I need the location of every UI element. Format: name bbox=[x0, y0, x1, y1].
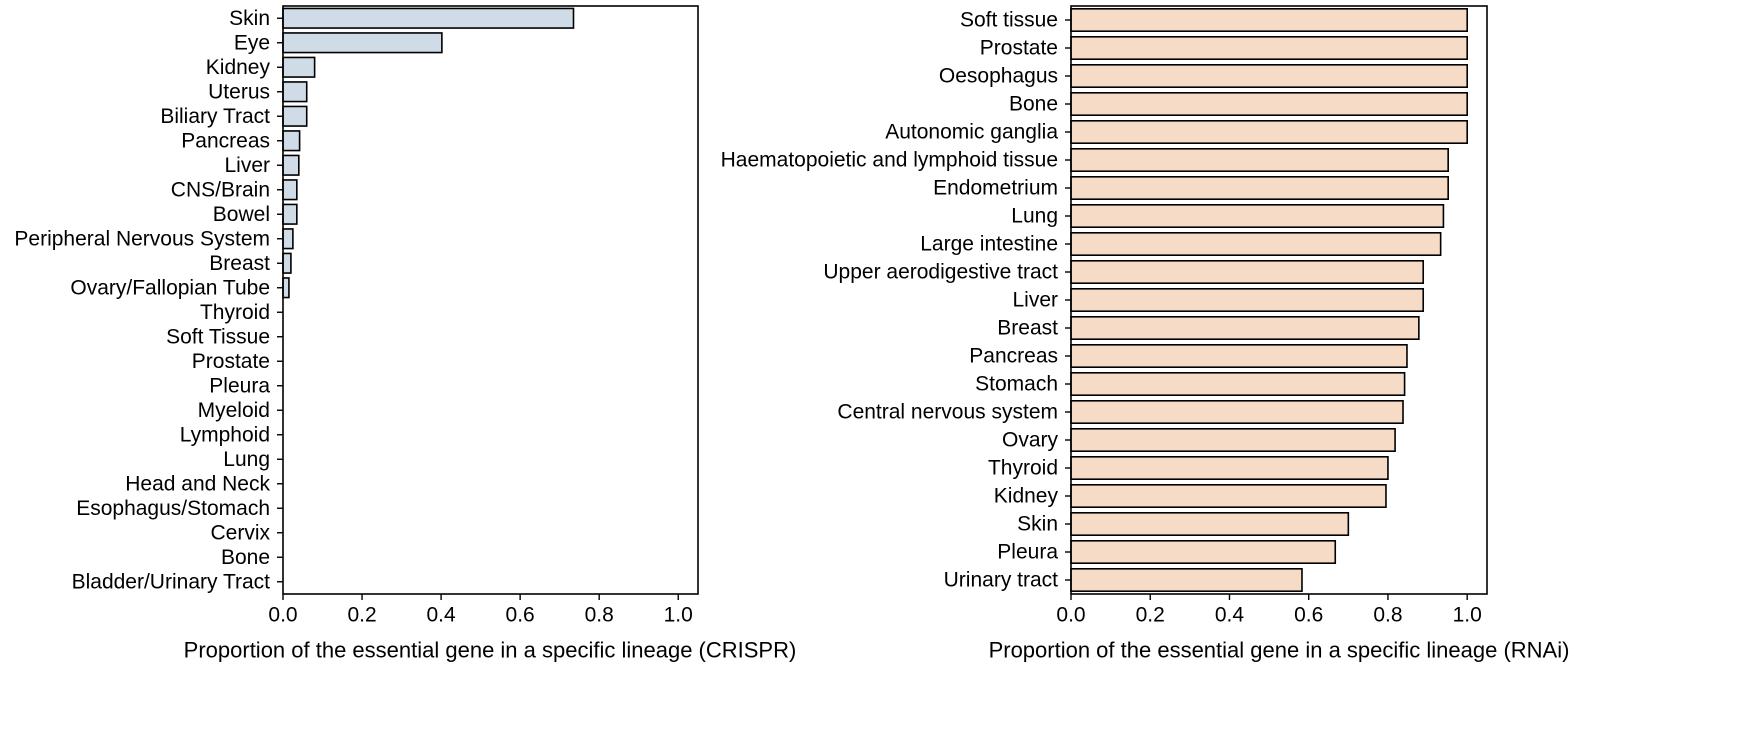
bar-1-11 bbox=[282, 252, 292, 274]
plot-frame bbox=[1070, 5, 1488, 595]
category-label: Cervix bbox=[210, 521, 270, 544]
plot-frame bbox=[282, 5, 699, 595]
x-tick-label: 0.6 bbox=[1294, 604, 1323, 627]
x-tick-label: 1.0 bbox=[1453, 604, 1482, 627]
bar-2-10 bbox=[1070, 259, 1425, 284]
category-label: Soft tissue bbox=[960, 9, 1058, 32]
category-label: Prostate bbox=[980, 37, 1058, 60]
category-label: Ovary/Fallopian Tube bbox=[70, 276, 270, 299]
category-label: Stomach bbox=[975, 373, 1058, 396]
bar-2-19 bbox=[1070, 511, 1350, 536]
bar-2-11 bbox=[1070, 287, 1425, 312]
category-label: CNS/Brain bbox=[171, 178, 270, 201]
category-label: Pleura bbox=[209, 374, 270, 397]
category-label: Soft Tissue bbox=[166, 325, 270, 348]
category-label: Biliary Tract bbox=[160, 105, 270, 128]
bar-2-4 bbox=[1070, 92, 1468, 117]
bar-2-12 bbox=[1070, 315, 1420, 340]
bar-2-14 bbox=[1070, 371, 1406, 396]
x-tick-label: 0.2 bbox=[347, 604, 376, 627]
category-label: Ovary bbox=[1002, 429, 1059, 452]
category-label: Skin bbox=[1017, 513, 1058, 536]
category-label: Breast bbox=[209, 252, 270, 275]
category-label: Lymphoid bbox=[180, 423, 270, 446]
x-tick-label: 0.0 bbox=[1056, 604, 1085, 627]
x-tick-label: 0.6 bbox=[506, 604, 535, 627]
category-label: Urinary tract bbox=[944, 569, 1059, 592]
bar-1-3 bbox=[282, 56, 316, 78]
bar-1-12 bbox=[282, 277, 290, 299]
bar-2-13 bbox=[1070, 343, 1408, 368]
bar-1-8 bbox=[282, 179, 298, 201]
category-label: Central nervous system bbox=[837, 401, 1058, 424]
category-label: Liver bbox=[224, 154, 270, 177]
category-label: Bone bbox=[1009, 93, 1058, 116]
x-tick-label: 1.0 bbox=[664, 604, 693, 627]
bar-1-6 bbox=[282, 130, 301, 152]
x-tick-label: 0.8 bbox=[1373, 604, 1402, 627]
category-label: Peripheral Nervous System bbox=[14, 227, 270, 250]
category-label: Prostate bbox=[192, 350, 270, 373]
bar-2-8 bbox=[1070, 204, 1445, 229]
x-tick-label: 0.4 bbox=[1215, 604, 1245, 627]
bar-2-3 bbox=[1070, 64, 1468, 89]
category-label: Breast bbox=[997, 317, 1058, 340]
x-axis-label: Proportion of the essential gene in a sp… bbox=[184, 638, 797, 663]
category-label: Liver bbox=[1012, 289, 1058, 312]
category-label: Thyroid bbox=[200, 301, 270, 324]
category-label: Skin bbox=[229, 7, 270, 30]
category-label: Thyroid bbox=[988, 457, 1058, 480]
bar-1-4 bbox=[282, 81, 308, 103]
category-label: Pancreas bbox=[181, 129, 270, 152]
category-label: Pleura bbox=[997, 541, 1058, 564]
x-tick-label: 0.8 bbox=[585, 604, 614, 627]
bar-2-9 bbox=[1070, 232, 1442, 257]
bar-2-18 bbox=[1070, 483, 1387, 508]
x-tick-label: 0.2 bbox=[1136, 604, 1165, 627]
category-label: Oesophagus bbox=[939, 65, 1058, 88]
bar-2-21 bbox=[1070, 567, 1303, 592]
bar-2-17 bbox=[1070, 455, 1389, 480]
bar-2-15 bbox=[1070, 399, 1404, 424]
bar-2-2 bbox=[1070, 35, 1468, 60]
category-label: Bladder/Urinary Tract bbox=[72, 570, 271, 593]
x-tick-label: 0.0 bbox=[268, 604, 297, 627]
category-label: Eye bbox=[234, 31, 270, 54]
category-label: Haematopoietic and lymphoid tissue bbox=[721, 149, 1058, 172]
bar-1-10 bbox=[282, 228, 294, 250]
bar-2-6 bbox=[1070, 148, 1449, 173]
category-label: Myeloid bbox=[198, 399, 270, 422]
category-label: Endometrium bbox=[933, 177, 1058, 200]
category-label: Lung bbox=[223, 448, 270, 471]
category-label: Esophagus/Stomach bbox=[76, 497, 270, 520]
x-axis-label: Proportion of the essential gene in a sp… bbox=[989, 638, 1570, 663]
bar-1-2 bbox=[282, 32, 443, 54]
bar-2-20 bbox=[1070, 539, 1337, 564]
category-label: Pancreas bbox=[969, 345, 1058, 368]
chart-panel-2: Soft tissue Prostate Oesophagus Bone Autonom… bbox=[721, 5, 1570, 663]
bar-2-7 bbox=[1070, 176, 1449, 201]
category-label: Autonomic ganglia bbox=[885, 121, 1058, 144]
category-label: Bone bbox=[221, 546, 270, 569]
bar-2-5 bbox=[1070, 120, 1468, 145]
category-label: Head and Neck bbox=[125, 472, 270, 495]
category-label: Kidney bbox=[206, 56, 271, 79]
bar-1-9 bbox=[282, 203, 298, 225]
bar-1-1 bbox=[282, 7, 575, 29]
bar-2-16 bbox=[1070, 427, 1396, 452]
category-label: Kidney bbox=[994, 485, 1059, 508]
bar-1-7 bbox=[282, 154, 300, 176]
category-label: Upper aerodigestive tract bbox=[823, 261, 1058, 284]
category-label: Bowel bbox=[213, 203, 270, 226]
x-tick-label: 0.4 bbox=[426, 604, 456, 627]
bar-1-5 bbox=[282, 105, 308, 127]
bar-2-1 bbox=[1070, 8, 1468, 32]
category-label: Lung bbox=[1011, 205, 1058, 228]
category-label: Uterus bbox=[208, 80, 270, 103]
category-label: Large intestine bbox=[920, 233, 1058, 256]
